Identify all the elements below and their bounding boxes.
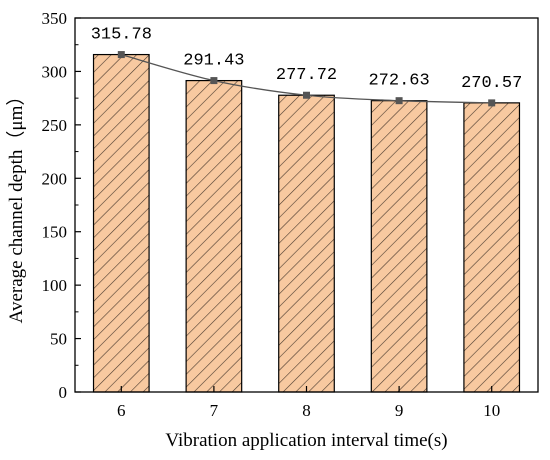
y-tick-label-300: 300 <box>42 62 68 81</box>
y-tick-label-100: 100 <box>42 276 68 295</box>
data-label-7: 291.43 <box>183 52 244 71</box>
y-tick-label-0: 0 <box>59 383 68 402</box>
x-axis-title: Vibration application interval time(s) <box>165 430 447 451</box>
bar-9 <box>370 100 428 393</box>
data-label-8: 277.72 <box>276 66 337 85</box>
trend-marker-10 <box>488 99 496 107</box>
data-label-6: 315.78 <box>91 26 152 45</box>
x-tick-label-7: 7 <box>210 401 219 420</box>
x-tick-label-9: 9 <box>395 401 404 420</box>
bar-7 <box>185 79 243 393</box>
data-label-9: 272.63 <box>368 72 429 91</box>
y-tick-label-250: 250 <box>42 116 68 135</box>
trend-marker-9 <box>395 97 403 105</box>
x-tick-label-6: 6 <box>117 401 126 420</box>
data-labels-layer: 315.78 291.43 277.72 272.63 270.57 <box>91 26 523 93</box>
bar-8 <box>278 94 335 393</box>
y-tick-label-200: 200 <box>42 169 68 188</box>
trend-marker-7 <box>210 77 218 85</box>
bar-10 <box>463 102 521 393</box>
y-tick-label-350: 350 <box>42 9 68 28</box>
data-label-10: 270.57 <box>461 74 522 93</box>
x-tick-label-8: 8 <box>302 401 311 420</box>
y-tick-label-150: 150 <box>42 223 68 242</box>
y-tick-label-50: 50 <box>50 330 67 349</box>
trend-marker-8 <box>303 91 310 99</box>
trend-marker-6 <box>117 51 125 59</box>
x-tick-label-10: 10 <box>483 401 500 420</box>
y-axis-title: Average channel depth（μm） <box>5 87 27 324</box>
trend-line-layer <box>117 51 496 107</box>
bars-layer <box>92 53 521 393</box>
axes-layer: 0 50 100 150 200 250 300 350 6 7 8 9 10 <box>42 9 539 420</box>
bar-6 <box>92 53 150 393</box>
